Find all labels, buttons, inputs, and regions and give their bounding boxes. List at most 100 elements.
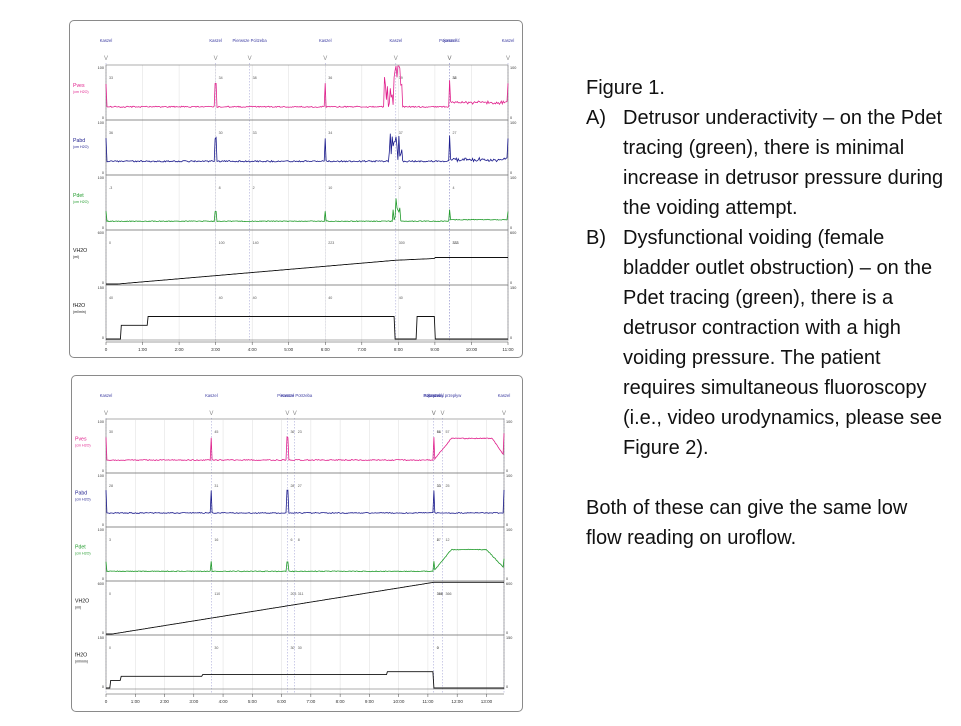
channel-ymax: 150 (98, 286, 104, 290)
channel-band (105, 64, 509, 121)
channel-ymax-right: 100 (510, 176, 516, 180)
time-tick-label: 9:00 (430, 347, 439, 352)
channel-ymax: 100 (98, 121, 104, 125)
time-tick-label: 0 (105, 699, 108, 704)
time-tick-label: 11:00 (502, 347, 514, 352)
channel-value-label: 30 (298, 646, 302, 650)
channel-ymax-right: 150 (510, 286, 516, 290)
caption-item-b: B) Dysfunctional voiding (female bladder… (586, 223, 946, 463)
event-label: Kaszel (427, 393, 440, 398)
event-marker-icon: V (248, 56, 252, 62)
event-marker-icon: V (285, 411, 289, 417)
channel-trace-pabd (105, 133, 509, 163)
channel-value-label: 6 (290, 538, 292, 542)
channel-name: Pves (73, 83, 85, 89)
channel-value-label: 28 (109, 484, 113, 488)
channel-value-label: 12 (446, 538, 450, 542)
channel-name: Pves (75, 437, 87, 443)
time-tick-label: 5:00 (284, 347, 293, 352)
channel-value-label: 110 (214, 592, 220, 596)
channel-value-label: 40 (219, 296, 223, 300)
event-label: Pojemność (439, 38, 460, 43)
channel-value-label: 31 (214, 484, 218, 488)
channel-value-label: 23 (298, 430, 302, 434)
channel-value-label: 223 (328, 241, 334, 245)
channel-ymax-right: 100 (506, 474, 512, 478)
channel-unit: (cm H2O) (73, 145, 89, 149)
event-label: Kaszel (390, 38, 403, 43)
channel-value-label: 34 (219, 76, 223, 80)
channel-unit: (cm H2O) (75, 444, 91, 448)
channel-value-label: 311 (298, 592, 304, 596)
time-tick-label: 1:00 (138, 347, 147, 352)
event-marker-icon: V (104, 411, 108, 417)
channel-value-label: 40 (253, 296, 257, 300)
channel-ymin: 0 (102, 577, 104, 581)
channel-ymax: 100 (98, 528, 104, 532)
channel-ymin-right: 0 (506, 685, 508, 689)
channel-value-label: 8 (298, 538, 300, 542)
channel-value-label: 45 (214, 430, 218, 434)
event-marker-icon: V (506, 56, 510, 62)
channel-value-label: 300 (399, 241, 405, 245)
channel-value-label: 34 (437, 430, 441, 434)
channel-value-label: 0 (437, 646, 439, 650)
channel-name: fH2O (73, 303, 85, 309)
channel-value-label: 140 (253, 241, 259, 245)
channel-ymin: 0 (102, 116, 104, 120)
channel-value-label: 100 (219, 241, 225, 245)
channel-unit: (ml/min) (73, 310, 86, 314)
time-tick-label: 13:00 (481, 699, 493, 704)
event-marker-icon: V (104, 56, 108, 62)
figure-title: Figure 1. (586, 77, 665, 99)
channel-name: VH2O (73, 248, 87, 254)
channel-band (105, 580, 505, 636)
channel-ymin: 0 (102, 523, 104, 527)
time-tick-label: 12:00 (451, 699, 463, 704)
channel-value-label: 61 (437, 430, 441, 434)
channel-ymin: 0 (102, 685, 104, 689)
time-tick-label: 11:00 (422, 699, 434, 704)
channel-value-label: 10 (328, 186, 332, 190)
channel-trace-pves (105, 433, 505, 462)
channel-band (105, 119, 509, 176)
event-marker-icon: V (214, 56, 218, 62)
channel-value-label: 30 (214, 646, 218, 650)
channel-value-label: 28 (290, 484, 294, 488)
channel-value-label: 366 (437, 592, 443, 596)
channel-value-label: 36 (290, 430, 294, 434)
channel-value-label: 0 (437, 646, 439, 650)
channel-value-label: 32 (453, 76, 457, 80)
channel-ymax: 100 (98, 420, 104, 424)
channel-trace-fh2o (106, 316, 508, 340)
time-tick-label: 7:00 (357, 347, 366, 352)
chart-a-svg: Kaszel V Kaszel V Pierwsze Pcitzeba V Kaszel V K… (73, 38, 516, 352)
channel-value-label: 34 (328, 131, 332, 135)
channel-value-label: 2 (399, 186, 401, 190)
urodynamic-chart-b: Kaszel V Kaszel V Kaszel V Pierwsze Potrzeba V K… (71, 375, 523, 712)
channel-ymin: 0 (102, 336, 104, 340)
time-tick-label: 3:00 (189, 699, 198, 704)
chart-b-svg: Kaszel V Kaszel V Kaszel V Pierwsze Potrzeba V K… (75, 393, 512, 704)
channel-band (105, 634, 505, 690)
channel-ymin-right: 0 (510, 226, 512, 230)
channel-ymax-right: 600 (510, 231, 516, 235)
channel-ymin-right: 0 (510, 116, 512, 120)
event-label: Kaszel (100, 393, 113, 398)
channel-band (105, 472, 505, 528)
channel-ymin-right: 0 (506, 631, 508, 635)
event-marker-icon: V (293, 411, 297, 417)
channel-band (105, 174, 509, 231)
time-tick-label: 1:00 (131, 699, 140, 704)
channel-band (105, 526, 505, 582)
channel-value-label: 40 (328, 296, 332, 300)
channel-trace-fh2o (106, 671, 504, 689)
time-tick-label: 2:00 (175, 347, 184, 352)
caption-footer: Both of these can give the same low flow… (586, 497, 908, 549)
event-marker-icon: V (432, 411, 436, 417)
event-label: Kaszel (281, 393, 294, 398)
time-tick-label: 10:00 (466, 347, 478, 352)
channel-ymax-right: 100 (510, 66, 516, 70)
channel-value-label: 30 (109, 430, 113, 434)
channel-trace-vh2o (106, 257, 508, 285)
